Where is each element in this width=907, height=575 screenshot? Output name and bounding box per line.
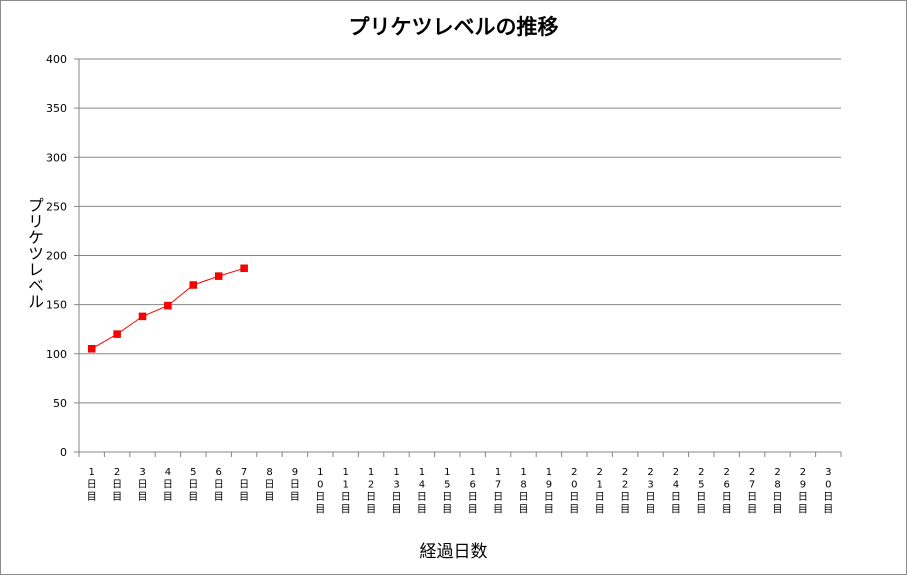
x-tick-label: 2 4 日目 bbox=[671, 467, 681, 516]
y-tick-label: 250 bbox=[46, 200, 67, 213]
y-tick-label: 50 bbox=[53, 397, 67, 410]
x-tick-label: 3 0 日目 bbox=[823, 467, 833, 516]
x-tick-label: 5 日目 bbox=[188, 467, 198, 503]
x-tick-label: 2 9 日目 bbox=[798, 467, 808, 516]
x-tick-label: 4 日目 bbox=[163, 467, 173, 503]
data-point bbox=[87, 345, 96, 353]
x-axis-label: 経過日数 bbox=[419, 542, 488, 562]
data-point bbox=[189, 281, 198, 289]
x-tick-label: 2 3 日目 bbox=[646, 467, 656, 516]
x-tick-label: 1 6 日目 bbox=[468, 467, 478, 516]
y-tick-label: 200 bbox=[46, 250, 67, 263]
y-tick-label: 300 bbox=[46, 151, 67, 164]
x-tick-label: 7 日目 bbox=[239, 467, 249, 503]
y-tick-label: 0 bbox=[60, 446, 67, 459]
y-tick-label: 350 bbox=[46, 102, 67, 115]
x-tick-label: 6 日目 bbox=[214, 467, 224, 503]
x-tick-label: 9 日目 bbox=[290, 467, 300, 503]
x-tick-label: 1 2 日目 bbox=[366, 467, 376, 516]
data-point bbox=[240, 264, 248, 273]
x-tick-label: 2 8 日目 bbox=[773, 467, 783, 516]
x-tick-label: 1 7 日目 bbox=[493, 467, 503, 516]
x-tick-label: 1 3 日目 bbox=[392, 467, 402, 516]
x-tick-label: 2 2 日目 bbox=[620, 467, 630, 516]
y-tick-label: 150 bbox=[46, 299, 67, 312]
x-tick-label: 1 1 日目 bbox=[341, 467, 351, 516]
x-tick-label: 1 8 日目 bbox=[519, 467, 529, 516]
chart-title: プリケツレベルの推移 bbox=[348, 15, 559, 39]
data-point bbox=[138, 312, 147, 321]
x-tick-label: 1 9 日目 bbox=[544, 467, 554, 516]
x-tick-label: 2 1 日目 bbox=[595, 467, 605, 516]
data-point bbox=[113, 330, 121, 338]
x-tick-label: 2 5 日目 bbox=[696, 467, 706, 516]
y-axis-label: プリケツレベル bbox=[25, 197, 44, 309]
x-tick-label: 8 日目 bbox=[265, 467, 275, 503]
data-point bbox=[214, 272, 223, 280]
x-tick-label: 3 日目 bbox=[138, 467, 148, 503]
x-tick-label: 2 0 日目 bbox=[569, 467, 579, 516]
y-tick-label: 400 bbox=[46, 53, 67, 66]
x-tick-label: 1 日目 bbox=[87, 467, 97, 503]
x-tick-label: 1 5 日目 bbox=[442, 467, 452, 516]
x-tick-label: 2 6 日目 bbox=[722, 467, 732, 516]
y-tick-label: 100 bbox=[46, 348, 67, 361]
x-tick-label: 2 7 日目 bbox=[747, 467, 757, 516]
x-tick-label: 1 0 日目 bbox=[315, 467, 325, 516]
data-point bbox=[164, 301, 172, 310]
x-tick-label: 1 4 日目 bbox=[417, 467, 427, 516]
x-tick-label: 2 日目 bbox=[112, 467, 122, 503]
